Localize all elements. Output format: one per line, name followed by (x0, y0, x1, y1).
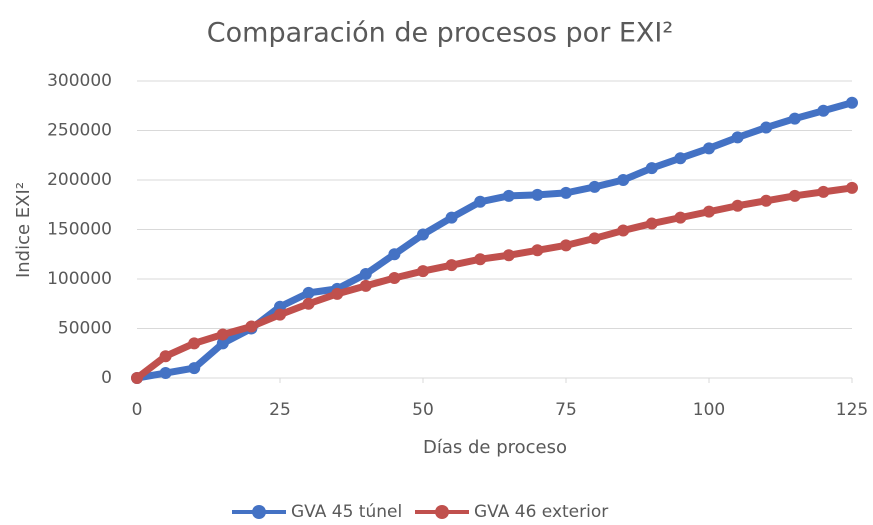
y-tick-label: 50000 (58, 319, 112, 339)
point (302, 297, 315, 310)
point (788, 112, 801, 125)
point (531, 244, 544, 257)
point (703, 142, 715, 155)
point (760, 121, 773, 134)
y-tick-label: 200000 (47, 170, 112, 190)
point (445, 259, 458, 272)
x-tick-label: 0 (132, 400, 143, 420)
point (245, 320, 258, 333)
point (560, 239, 572, 252)
point (731, 131, 744, 144)
point (159, 350, 172, 363)
point (188, 362, 201, 375)
y-axis-label: Indice EXI² (13, 182, 34, 278)
x-tick-label: 125 (836, 400, 868, 420)
point (617, 224, 630, 237)
point (502, 249, 515, 262)
point (846, 181, 858, 194)
series-line (134, 184, 853, 381)
legend-label: GVA 45 túnel (291, 502, 402, 522)
point (588, 180, 601, 193)
point (417, 265, 429, 278)
point (474, 253, 487, 266)
point (274, 308, 286, 321)
x-tick-label: 75 (555, 400, 577, 420)
point (560, 186, 572, 199)
point (331, 287, 344, 300)
point (388, 248, 401, 261)
point (359, 268, 372, 281)
point (474, 195, 487, 208)
point (216, 328, 229, 341)
point (846, 96, 858, 109)
series-line (136, 99, 853, 382)
y-tick-label: 300000 (47, 71, 112, 91)
point (359, 279, 372, 292)
point (159, 367, 172, 380)
x-axis-label: Días de proceso (423, 437, 567, 458)
legend-marker (435, 505, 449, 519)
point (674, 211, 687, 224)
point (731, 199, 744, 212)
legend-label: GVA 46 exterior (474, 502, 608, 522)
point (788, 189, 801, 202)
point (617, 174, 630, 186)
point (188, 337, 201, 350)
x-tick-label: 25 (269, 400, 291, 420)
point (417, 228, 429, 241)
y-tick-label: 0 (101, 368, 112, 388)
point (502, 189, 515, 202)
point (645, 162, 658, 175)
y-tick-label: 100000 (47, 269, 112, 289)
y-tick-label: 250000 (47, 121, 112, 141)
x-tick-label: 50 (412, 400, 434, 420)
point (531, 188, 544, 201)
point (131, 372, 143, 384)
point (302, 286, 315, 299)
y-tick-label: 150000 (47, 220, 112, 240)
x-tick-label: 100 (693, 400, 725, 420)
point (588, 232, 601, 245)
point (388, 272, 401, 285)
chart-title: Comparación de procesos por EXI² (207, 18, 673, 49)
point (760, 194, 773, 207)
point (645, 217, 658, 230)
point (674, 152, 687, 165)
point (703, 205, 715, 218)
legend-marker (252, 505, 266, 519)
point (817, 104, 830, 117)
point (216, 337, 229, 350)
point (445, 211, 458, 224)
point (817, 185, 830, 198)
